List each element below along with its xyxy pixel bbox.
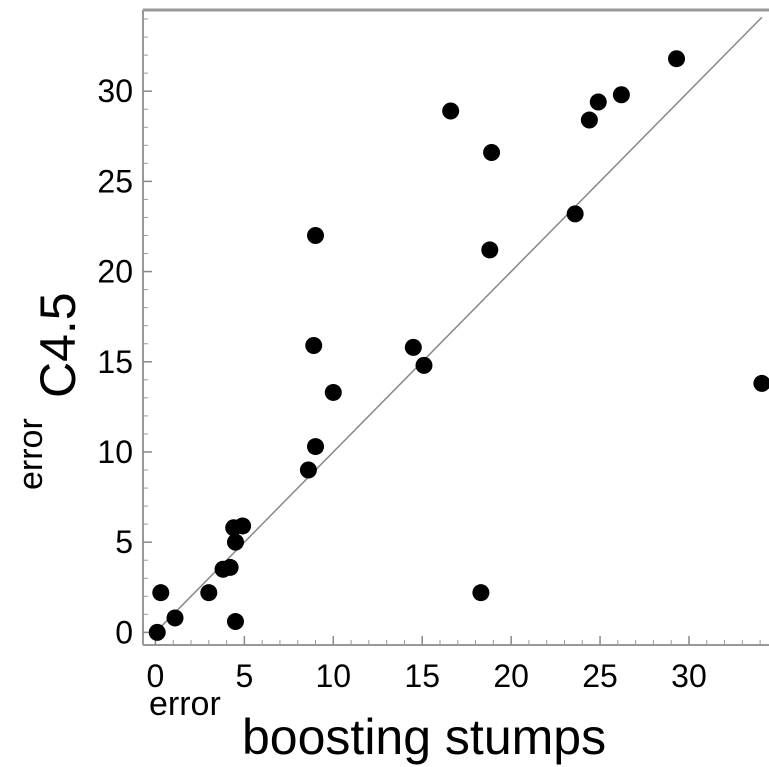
y-tick-label: 0	[115, 614, 133, 650]
x-tick-label: 30	[671, 658, 707, 694]
data-point	[148, 623, 166, 641]
data-points	[148, 50, 769, 641]
data-point	[307, 226, 325, 244]
data-point	[580, 111, 598, 129]
data-point	[226, 613, 244, 631]
y-tick-label: 10	[97, 434, 133, 470]
y-axis-label-prefix: error	[12, 418, 50, 490]
x-tick-label: 25	[582, 658, 618, 694]
x-tick-label: 15	[404, 658, 440, 694]
data-point	[299, 461, 317, 479]
x-axis-label-main: boosting stumps	[242, 709, 606, 765]
data-point	[668, 50, 686, 68]
x-tick-label: 5	[235, 658, 253, 694]
data-point	[483, 144, 501, 162]
data-point	[753, 374, 769, 392]
y-tick-label: 5	[115, 524, 133, 560]
y-tick-label: 20	[97, 254, 133, 290]
y-tick-label: 25	[97, 163, 133, 199]
data-point	[221, 558, 239, 576]
data-point	[415, 356, 433, 374]
data-point	[481, 241, 499, 259]
data-point	[612, 86, 630, 104]
x-tick-labels: 0 5 10 15 20 25 30	[147, 658, 707, 694]
reference-line-y-equals-x	[160, 16, 763, 628]
data-point	[324, 383, 342, 401]
x-axis-label: error boosting stumps	[149, 685, 606, 765]
data-point	[234, 517, 252, 535]
data-point	[589, 93, 607, 111]
data-point	[152, 584, 170, 602]
data-point	[472, 584, 490, 602]
data-point	[404, 338, 422, 356]
x-tick-label: 10	[315, 658, 351, 694]
data-point	[166, 609, 184, 627]
data-point	[566, 205, 584, 223]
y-tick-label: 30	[97, 73, 133, 109]
data-point	[305, 337, 323, 355]
y-axis-label-main: C4.5	[30, 292, 86, 398]
minor-ticks	[143, 18, 761, 645]
x-tick-label: 20	[493, 658, 529, 694]
data-point	[442, 102, 460, 120]
y-tick-label: 15	[97, 344, 133, 380]
y-tick-labels: 0 5 10 15 20 25 30	[97, 73, 133, 650]
data-point	[226, 533, 244, 551]
data-point	[307, 438, 325, 456]
x-tick-label: 0	[147, 658, 165, 694]
data-point	[200, 584, 218, 602]
x-axis-label-prefix: error	[149, 685, 221, 723]
y-axis-label: error C4.5	[12, 292, 86, 490]
plot-frame	[142, 8, 769, 646]
